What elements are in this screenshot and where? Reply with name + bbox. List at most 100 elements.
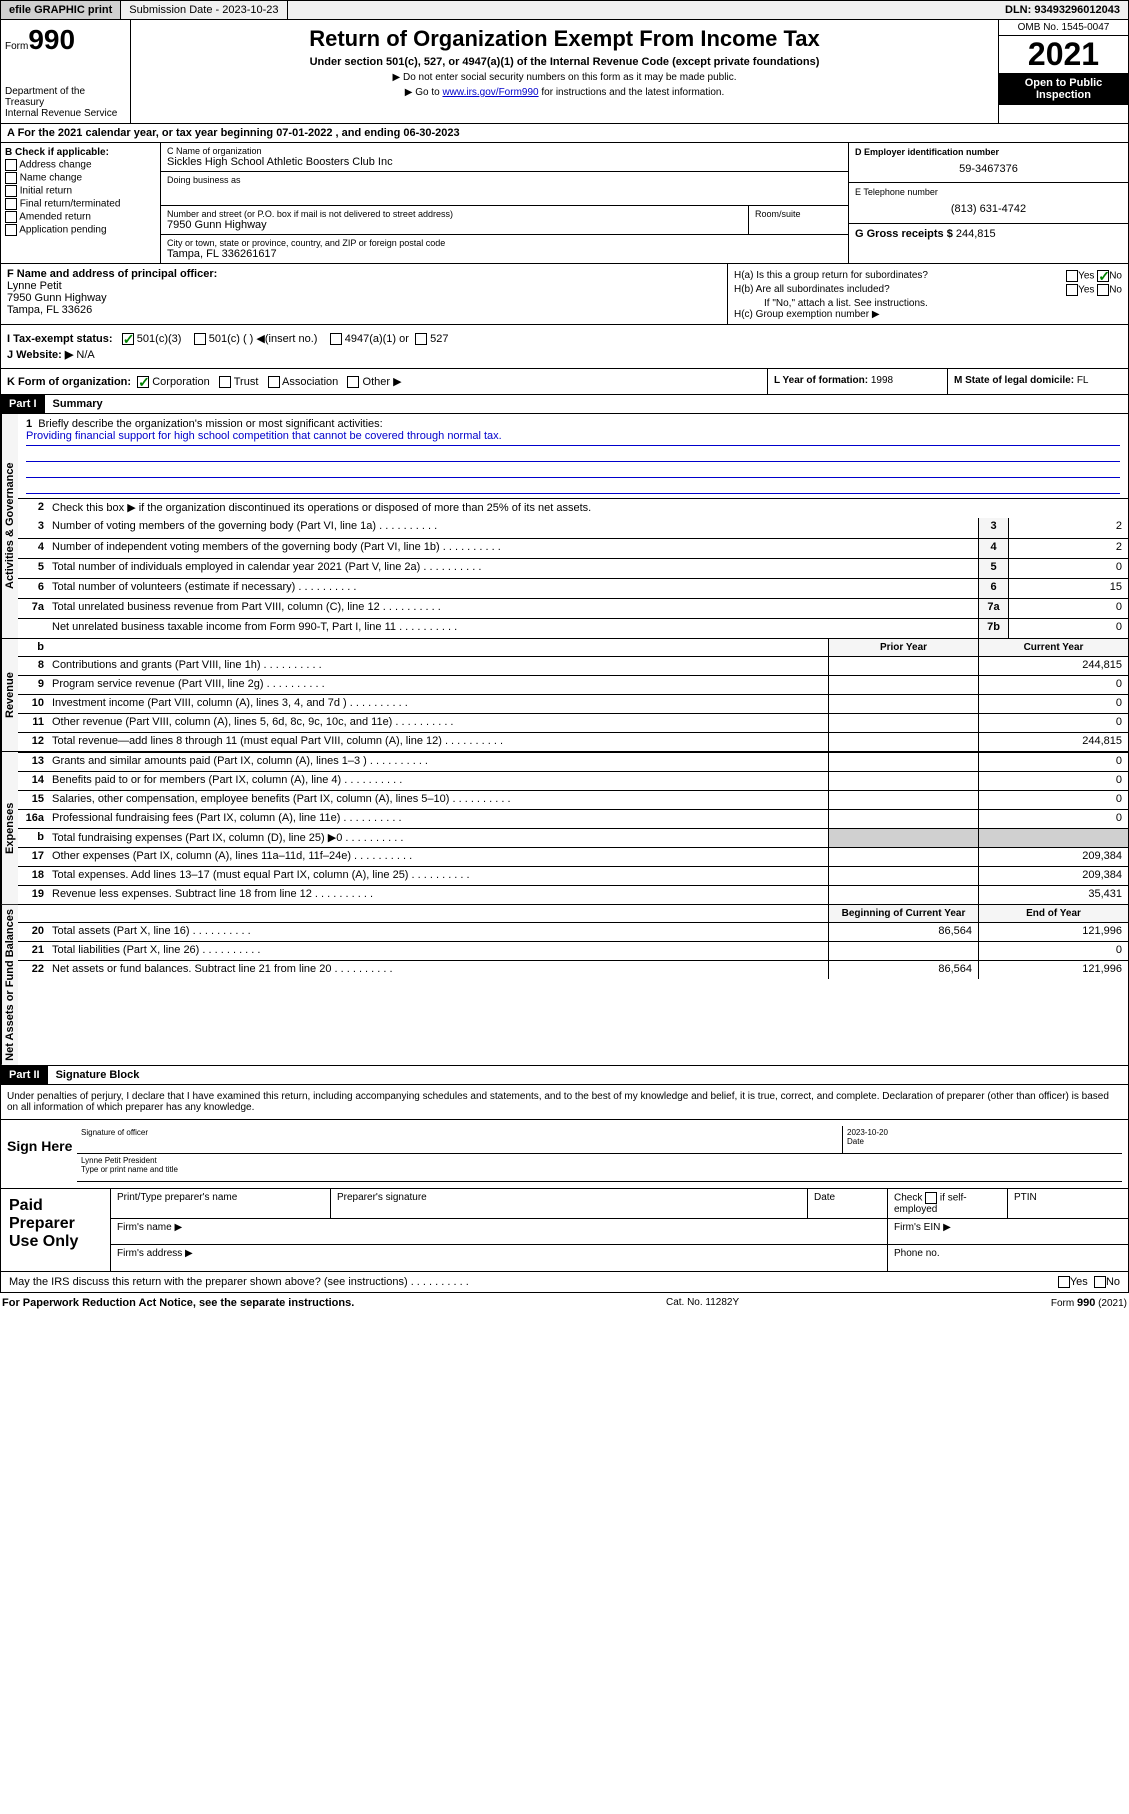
firm-name-field[interactable]: Firm's name ▶ bbox=[111, 1219, 888, 1244]
vert-revenue: Revenue bbox=[1, 639, 18, 751]
revenue-line: 9Program service revenue (Part VIII, lin… bbox=[18, 675, 1128, 694]
chk-527[interactable] bbox=[415, 333, 427, 345]
chk-corp[interactable] bbox=[137, 376, 149, 388]
expense-line: bTotal fundraising expenses (Part IX, co… bbox=[18, 828, 1128, 847]
paperwork-notice: For Paperwork Reduction Act Notice, see … bbox=[2, 1297, 354, 1309]
chk-501c3[interactable] bbox=[122, 333, 134, 345]
dln: DLN: 93493296012043 bbox=[997, 1, 1128, 19]
col-end-year: End of Year bbox=[978, 905, 1128, 922]
tax-exempt-status: I Tax-exempt status: 501(c)(3) 501(c) ( … bbox=[7, 332, 1122, 345]
summary-line: Net unrelated business taxable income fr… bbox=[18, 618, 1128, 638]
discuss-row: May the IRS discuss this return with the… bbox=[0, 1272, 1129, 1293]
form-number: Form990 bbox=[5, 24, 126, 56]
cat-no: Cat. No. 11282Y bbox=[666, 1297, 739, 1309]
chk-assoc[interactable] bbox=[268, 376, 280, 388]
chk-501c[interactable] bbox=[194, 333, 206, 345]
vert-governance: Activities & Governance bbox=[1, 414, 18, 638]
section-governance: Activities & Governance 1 Briefly descri… bbox=[0, 414, 1129, 639]
discuss-no[interactable] bbox=[1094, 1276, 1106, 1288]
signature-line[interactable]: Signature of officer 2023-10-20Date bbox=[77, 1126, 1122, 1154]
street-box: Number and street (or P.O. box if mail i… bbox=[161, 206, 748, 235]
summary-line: 4Number of independent voting members of… bbox=[18, 538, 1128, 558]
tax-year: 2021 bbox=[999, 36, 1128, 73]
ptin-field[interactable]: PTIN bbox=[1008, 1189, 1128, 1218]
submission-date: Submission Date - 2023-10-23 bbox=[121, 1, 287, 19]
chk-final-return[interactable]: Final return/terminated bbox=[5, 198, 156, 210]
preparer-date-field[interactable]: Date bbox=[808, 1189, 888, 1218]
expense-line: 16aProfessional fundraising fees (Part I… bbox=[18, 809, 1128, 828]
firm-address-field[interactable]: Firm's address ▶ bbox=[111, 1245, 888, 1271]
chk-trust[interactable] bbox=[219, 376, 231, 388]
expense-line: 19Revenue less expenses. Subtract line 1… bbox=[18, 885, 1128, 904]
expense-line: 14Benefits paid to or for members (Part … bbox=[18, 771, 1128, 790]
section-net-assets: Net Assets or Fund Balances Beginning of… bbox=[0, 905, 1129, 1066]
paid-preparer-label: Paid Preparer Use Only bbox=[1, 1189, 111, 1271]
chk-other[interactable] bbox=[347, 376, 359, 388]
summary-line: 3Number of voting members of the governi… bbox=[18, 518, 1128, 538]
box-l: L Year of formation: 1998 bbox=[768, 369, 948, 394]
preparer-sig-field[interactable]: Preparer's signature bbox=[331, 1189, 808, 1218]
preparer-name-field[interactable]: Print/Type preparer's name bbox=[111, 1189, 331, 1218]
part1-badge: Part I bbox=[1, 395, 45, 413]
chk-address-change[interactable]: Address change bbox=[5, 159, 156, 171]
discuss-yes[interactable] bbox=[1058, 1276, 1070, 1288]
chk-app-pending[interactable]: Application pending bbox=[5, 224, 156, 236]
city-box: City or town, state or province, country… bbox=[161, 235, 848, 263]
irs-link[interactable]: www.irs.gov/Form990 bbox=[442, 87, 538, 98]
revenue-line: 8Contributions and grants (Part VIII, li… bbox=[18, 656, 1128, 675]
part2-badge: Part II bbox=[1, 1066, 48, 1084]
row-a-tax-year: A For the 2021 calendar year, or tax yea… bbox=[0, 124, 1129, 143]
block-bcdeg: B Check if applicable: Address change Na… bbox=[0, 143, 1129, 264]
part2-title: Signature Block bbox=[48, 1066, 148, 1084]
expense-line: 17Other expenses (Part IX, column (A), l… bbox=[18, 847, 1128, 866]
sign-here-label: Sign Here bbox=[7, 1126, 77, 1182]
name-title-line: Lynne Petit PresidentType or print name … bbox=[77, 1154, 1122, 1182]
revenue-line: 12Total revenue—add lines 8 through 11 (… bbox=[18, 732, 1128, 751]
form-subtitle: Under section 501(c), 527, or 4947(a)(1)… bbox=[137, 56, 992, 68]
box-h: H(a) Is this a group return for subordin… bbox=[728, 264, 1128, 324]
net-assets-line: 21Total liabilities (Part X, line 26)0 bbox=[18, 941, 1128, 960]
chk-name-change[interactable]: Name change bbox=[5, 172, 156, 184]
form-title: Return of Organization Exempt From Incom… bbox=[137, 26, 992, 52]
form-header: Form990 Department of the Treasury Inter… bbox=[0, 20, 1129, 124]
block-ij: I Tax-exempt status: 501(c)(3) 501(c) ( … bbox=[0, 325, 1129, 369]
vert-net-assets: Net Assets or Fund Balances bbox=[1, 905, 18, 1065]
ein-box: D Employer identification number 59-3467… bbox=[849, 143, 1128, 183]
block-fh: F Name and address of principal officer:… bbox=[0, 264, 1129, 325]
page-footer: For Paperwork Reduction Act Notice, see … bbox=[0, 1293, 1129, 1313]
firm-ein-field[interactable]: Firm's EIN ▶ bbox=[888, 1219, 1128, 1244]
expense-line: 13Grants and similar amounts paid (Part … bbox=[18, 752, 1128, 771]
revenue-line: 11Other revenue (Part VIII, column (A), … bbox=[18, 713, 1128, 732]
omb-number: OMB No. 1545-0047 bbox=[999, 20, 1128, 36]
efile-print-button[interactable]: efile GRAPHIC print bbox=[1, 1, 121, 19]
box-b: B Check if applicable: Address change Na… bbox=[1, 143, 161, 263]
summary-line: 7aTotal unrelated business revenue from … bbox=[18, 598, 1128, 618]
part1-header-row: Part I Summary bbox=[0, 395, 1129, 414]
gross-receipts-box: G Gross receipts $ 244,815 bbox=[849, 224, 1128, 263]
chk-initial-return[interactable]: Initial return bbox=[5, 185, 156, 197]
expense-line: 18Total expenses. Add lines 13–17 (must … bbox=[18, 866, 1128, 885]
telephone-box: E Telephone number (813) 631-4742 bbox=[849, 183, 1128, 223]
mission-text: Providing financial support for high sch… bbox=[26, 430, 1120, 446]
box-k: K Form of organization: Corporation Trus… bbox=[1, 369, 768, 394]
section-expenses: Expenses 13Grants and similar amounts pa… bbox=[0, 752, 1129, 905]
chk-4947[interactable] bbox=[330, 333, 342, 345]
net-assets-line: 22Net assets or fund balances. Subtract … bbox=[18, 960, 1128, 979]
part1-title: Summary bbox=[45, 395, 111, 413]
vert-expenses: Expenses bbox=[1, 752, 18, 904]
revenue-line: 10Investment income (Part VIII, column (… bbox=[18, 694, 1128, 713]
box-m: M State of legal domicile: FL bbox=[948, 369, 1128, 394]
suite-box: Room/suite bbox=[748, 206, 848, 235]
top-bar: efile GRAPHIC print Submission Date - 20… bbox=[0, 0, 1129, 20]
perjury-statement: Under penalties of perjury, I declare th… bbox=[0, 1085, 1129, 1120]
block-klm: K Form of organization: Corporation Trus… bbox=[0, 369, 1129, 395]
phone-field[interactable]: Phone no. bbox=[888, 1245, 1128, 1271]
net-assets-line: 20Total assets (Part X, line 16)86,56412… bbox=[18, 922, 1128, 941]
open-public-badge: Open to Public Inspection bbox=[999, 73, 1128, 105]
col-begin-year: Beginning of Current Year bbox=[828, 905, 978, 922]
box-f: F Name and address of principal officer:… bbox=[1, 264, 728, 324]
form-ref: Form 990 (2021) bbox=[1051, 1297, 1127, 1309]
chk-amended-return[interactable]: Amended return bbox=[5, 211, 156, 223]
col-current-year: Current Year bbox=[978, 639, 1128, 656]
self-employed-chk[interactable]: Check if self-employed bbox=[888, 1189, 1008, 1218]
